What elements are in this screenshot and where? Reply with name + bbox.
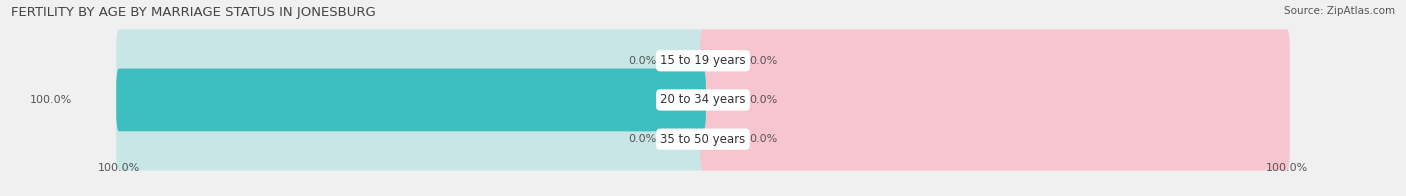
- FancyBboxPatch shape: [117, 69, 706, 131]
- FancyBboxPatch shape: [117, 29, 706, 92]
- Text: 0.0%: 0.0%: [749, 56, 778, 66]
- FancyBboxPatch shape: [700, 29, 1289, 92]
- Text: FERTILITY BY AGE BY MARRIAGE STATUS IN JONESBURG: FERTILITY BY AGE BY MARRIAGE STATUS IN J…: [11, 6, 375, 19]
- FancyBboxPatch shape: [700, 69, 1289, 131]
- FancyBboxPatch shape: [117, 69, 706, 131]
- FancyBboxPatch shape: [700, 108, 1289, 171]
- Text: 0.0%: 0.0%: [628, 56, 657, 66]
- Text: 100.0%: 100.0%: [30, 95, 73, 105]
- Text: 0.0%: 0.0%: [628, 134, 657, 144]
- Text: 35 to 50 years: 35 to 50 years: [661, 133, 745, 146]
- Text: 0.0%: 0.0%: [749, 95, 778, 105]
- Text: Source: ZipAtlas.com: Source: ZipAtlas.com: [1284, 6, 1395, 16]
- Text: 15 to 19 years: 15 to 19 years: [661, 54, 745, 67]
- FancyBboxPatch shape: [117, 108, 706, 171]
- Text: 0.0%: 0.0%: [749, 134, 778, 144]
- Text: 20 to 34 years: 20 to 34 years: [661, 93, 745, 106]
